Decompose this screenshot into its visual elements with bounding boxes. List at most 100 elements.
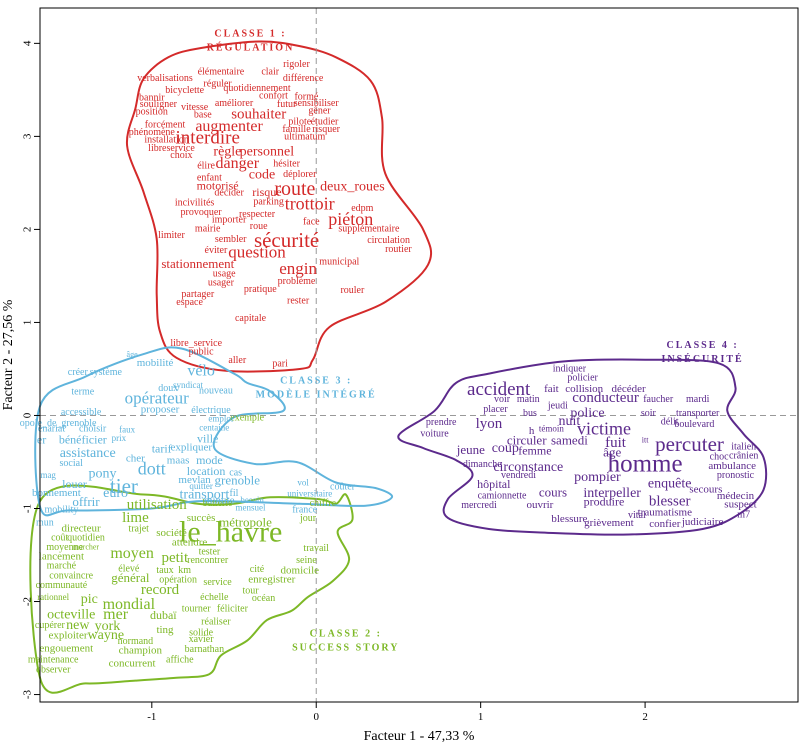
word-label: observer [36,665,71,676]
word-label: choisir [79,424,107,435]
word-label: espace [176,297,203,308]
word-label: cas [229,467,242,478]
word-label: seine [296,555,317,566]
word-label: enquête [648,477,692,492]
word-label: soir [641,408,657,419]
word-label: normand [118,636,154,647]
word-label: proposer [141,403,180,415]
word-label: trottoir [285,193,335,213]
word-label: fuit [605,435,627,451]
class-4-subtitle: INSÉCURITÉ [661,353,743,365]
word-label: mevlan [178,474,211,486]
word-label: hésiter [273,159,300,170]
word-label: rigoler [283,59,310,70]
word-label: famille [282,124,311,135]
word-label: gêner [308,106,331,117]
word-label: prendre [426,417,457,428]
word-label: fil [230,488,239,499]
y-tick-label: -1 [22,504,34,513]
plot-frame [39,7,799,703]
word-label: victime [577,419,631,439]
word-label: taux [156,565,173,576]
word-label: respecter [239,209,276,220]
word-label: policier [567,373,598,384]
x-tick-label: 2 [642,711,648,723]
origin-lines [40,8,798,702]
word-label: partager [181,289,214,300]
word-label: sensibiliser [294,98,340,109]
word-label: accident [467,379,531,400]
word-label: fait [544,383,559,395]
word-label: clair [261,66,279,77]
word-label: cité [250,564,265,575]
word-label: trajet [128,523,149,534]
word-label: camionnette [478,491,527,502]
word-label: transporter [676,408,720,419]
word-label: code [249,168,275,183]
word-label: percuter [655,432,724,456]
word-label: verbalisations [137,73,193,84]
y-axis-label: Facteur 2 - 27,56 % [1,299,16,410]
class-contours [29,40,768,694]
word-label: faux [119,424,135,434]
word-label: choix [170,150,192,161]
word-label: sembler [215,234,247,245]
word-label: pronostic [717,470,755,481]
word-label: vital [628,510,646,521]
word-label: moyen [110,545,154,562]
word-label: bus [523,408,537,419]
word-label: problème [278,276,316,287]
word-label: parking [253,197,284,208]
word-label: risque [252,185,281,199]
word-label: quotidiennement [223,83,290,94]
word-label: blessure [551,513,587,525]
word-label: échelle [200,592,229,603]
word-label: installation [144,134,188,145]
word-label: secours [689,483,722,495]
word-label: km [178,565,191,576]
word-label: dubaï [150,608,177,622]
word-label: capitale [235,313,267,324]
word-label: service [203,577,232,588]
word-label: décider [214,187,244,198]
word-label: grenoble [215,472,261,487]
word-label: terme [71,386,94,397]
y-tick-label: -2 [22,597,34,606]
word-label: succès [187,512,216,524]
word-label: phénomène [129,127,176,138]
word-label: exemple [230,413,264,424]
word-label: souligner [140,99,178,110]
word-label: motorisé [197,178,239,192]
word-label: bénéficier [59,432,107,446]
word-label: edpm [351,203,373,214]
word-label: euro [103,486,128,501]
word-label: centaine [199,423,229,433]
word-label: nuit [559,414,581,429]
word-label: pony [89,466,117,481]
y-tick-label: 1 [22,320,34,326]
word-label: interpeller [583,486,641,501]
word-label: position [136,106,168,117]
word-label: ultimatum [284,132,325,143]
class-1-contour [125,40,433,373]
word-label: barnathan [185,644,224,655]
word-label: circuler [507,432,547,447]
word-label: circonstance [493,460,563,475]
word-label: décéder [611,383,646,395]
word-label: provoquer [181,207,223,218]
word-label: aller [228,355,246,366]
word-label: vitesse [181,102,209,113]
word-label: améliorer [215,98,254,109]
word-label: règle [213,144,241,159]
word-label: futur [277,99,297,110]
word-label: mobility [44,505,78,516]
word-label: coût [51,533,68,544]
word-label: deux_roues [320,180,385,195]
word-label: mun [36,518,54,529]
word-label: travail [303,543,329,554]
word-label: utilisation [127,497,188,513]
word-label: âge [127,350,139,359]
word-label: petit [161,550,188,566]
word-label: besoin [240,495,264,505]
